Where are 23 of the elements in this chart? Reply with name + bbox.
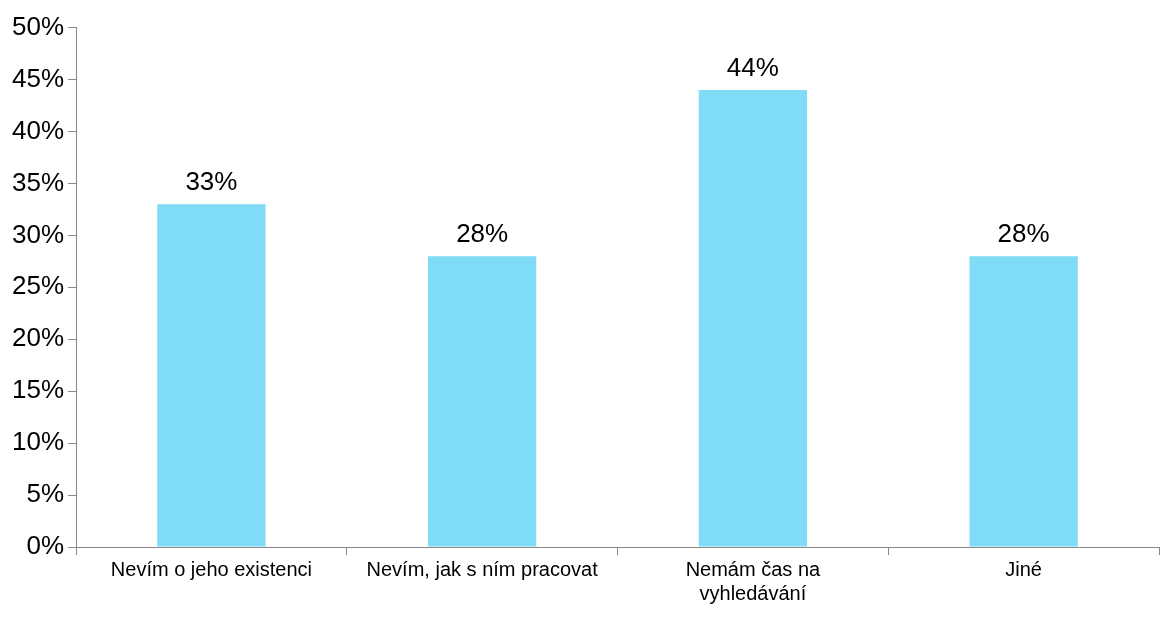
y-tick-label: 50% [11, 10, 65, 41]
x-tick-label: Nevím o jeho existenci [110, 557, 313, 580]
y-tick-label: 35% [11, 166, 65, 197]
y-tick-label: 5% [26, 478, 65, 509]
y-tick-label: 25% [11, 270, 65, 301]
bar [698, 89, 808, 547]
y-tick-label: 0% [26, 530, 65, 561]
x-tick-label: Jiné [1005, 557, 1042, 580]
y-tick-label: 45% [11, 62, 65, 93]
y-tick-label: 20% [11, 322, 65, 353]
bar [969, 256, 1078, 547]
data-label: 28% [997, 218, 1050, 249]
y-tick-label: 15% [11, 374, 65, 405]
bar [157, 204, 266, 547]
data-label: 33% [185, 166, 238, 197]
data-label: 28% [456, 218, 509, 249]
x-tick-label: Nevím, jak s ním pracovat [366, 557, 599, 580]
y-tick-label: 40% [11, 114, 65, 145]
x-tick-label: Nemám čas na vyhledávání [685, 557, 822, 604]
data-label: 44% [726, 52, 779, 83]
y-tick-label: 30% [11, 218, 65, 249]
y-tick-label: 10% [11, 426, 65, 457]
bar [428, 256, 537, 547]
